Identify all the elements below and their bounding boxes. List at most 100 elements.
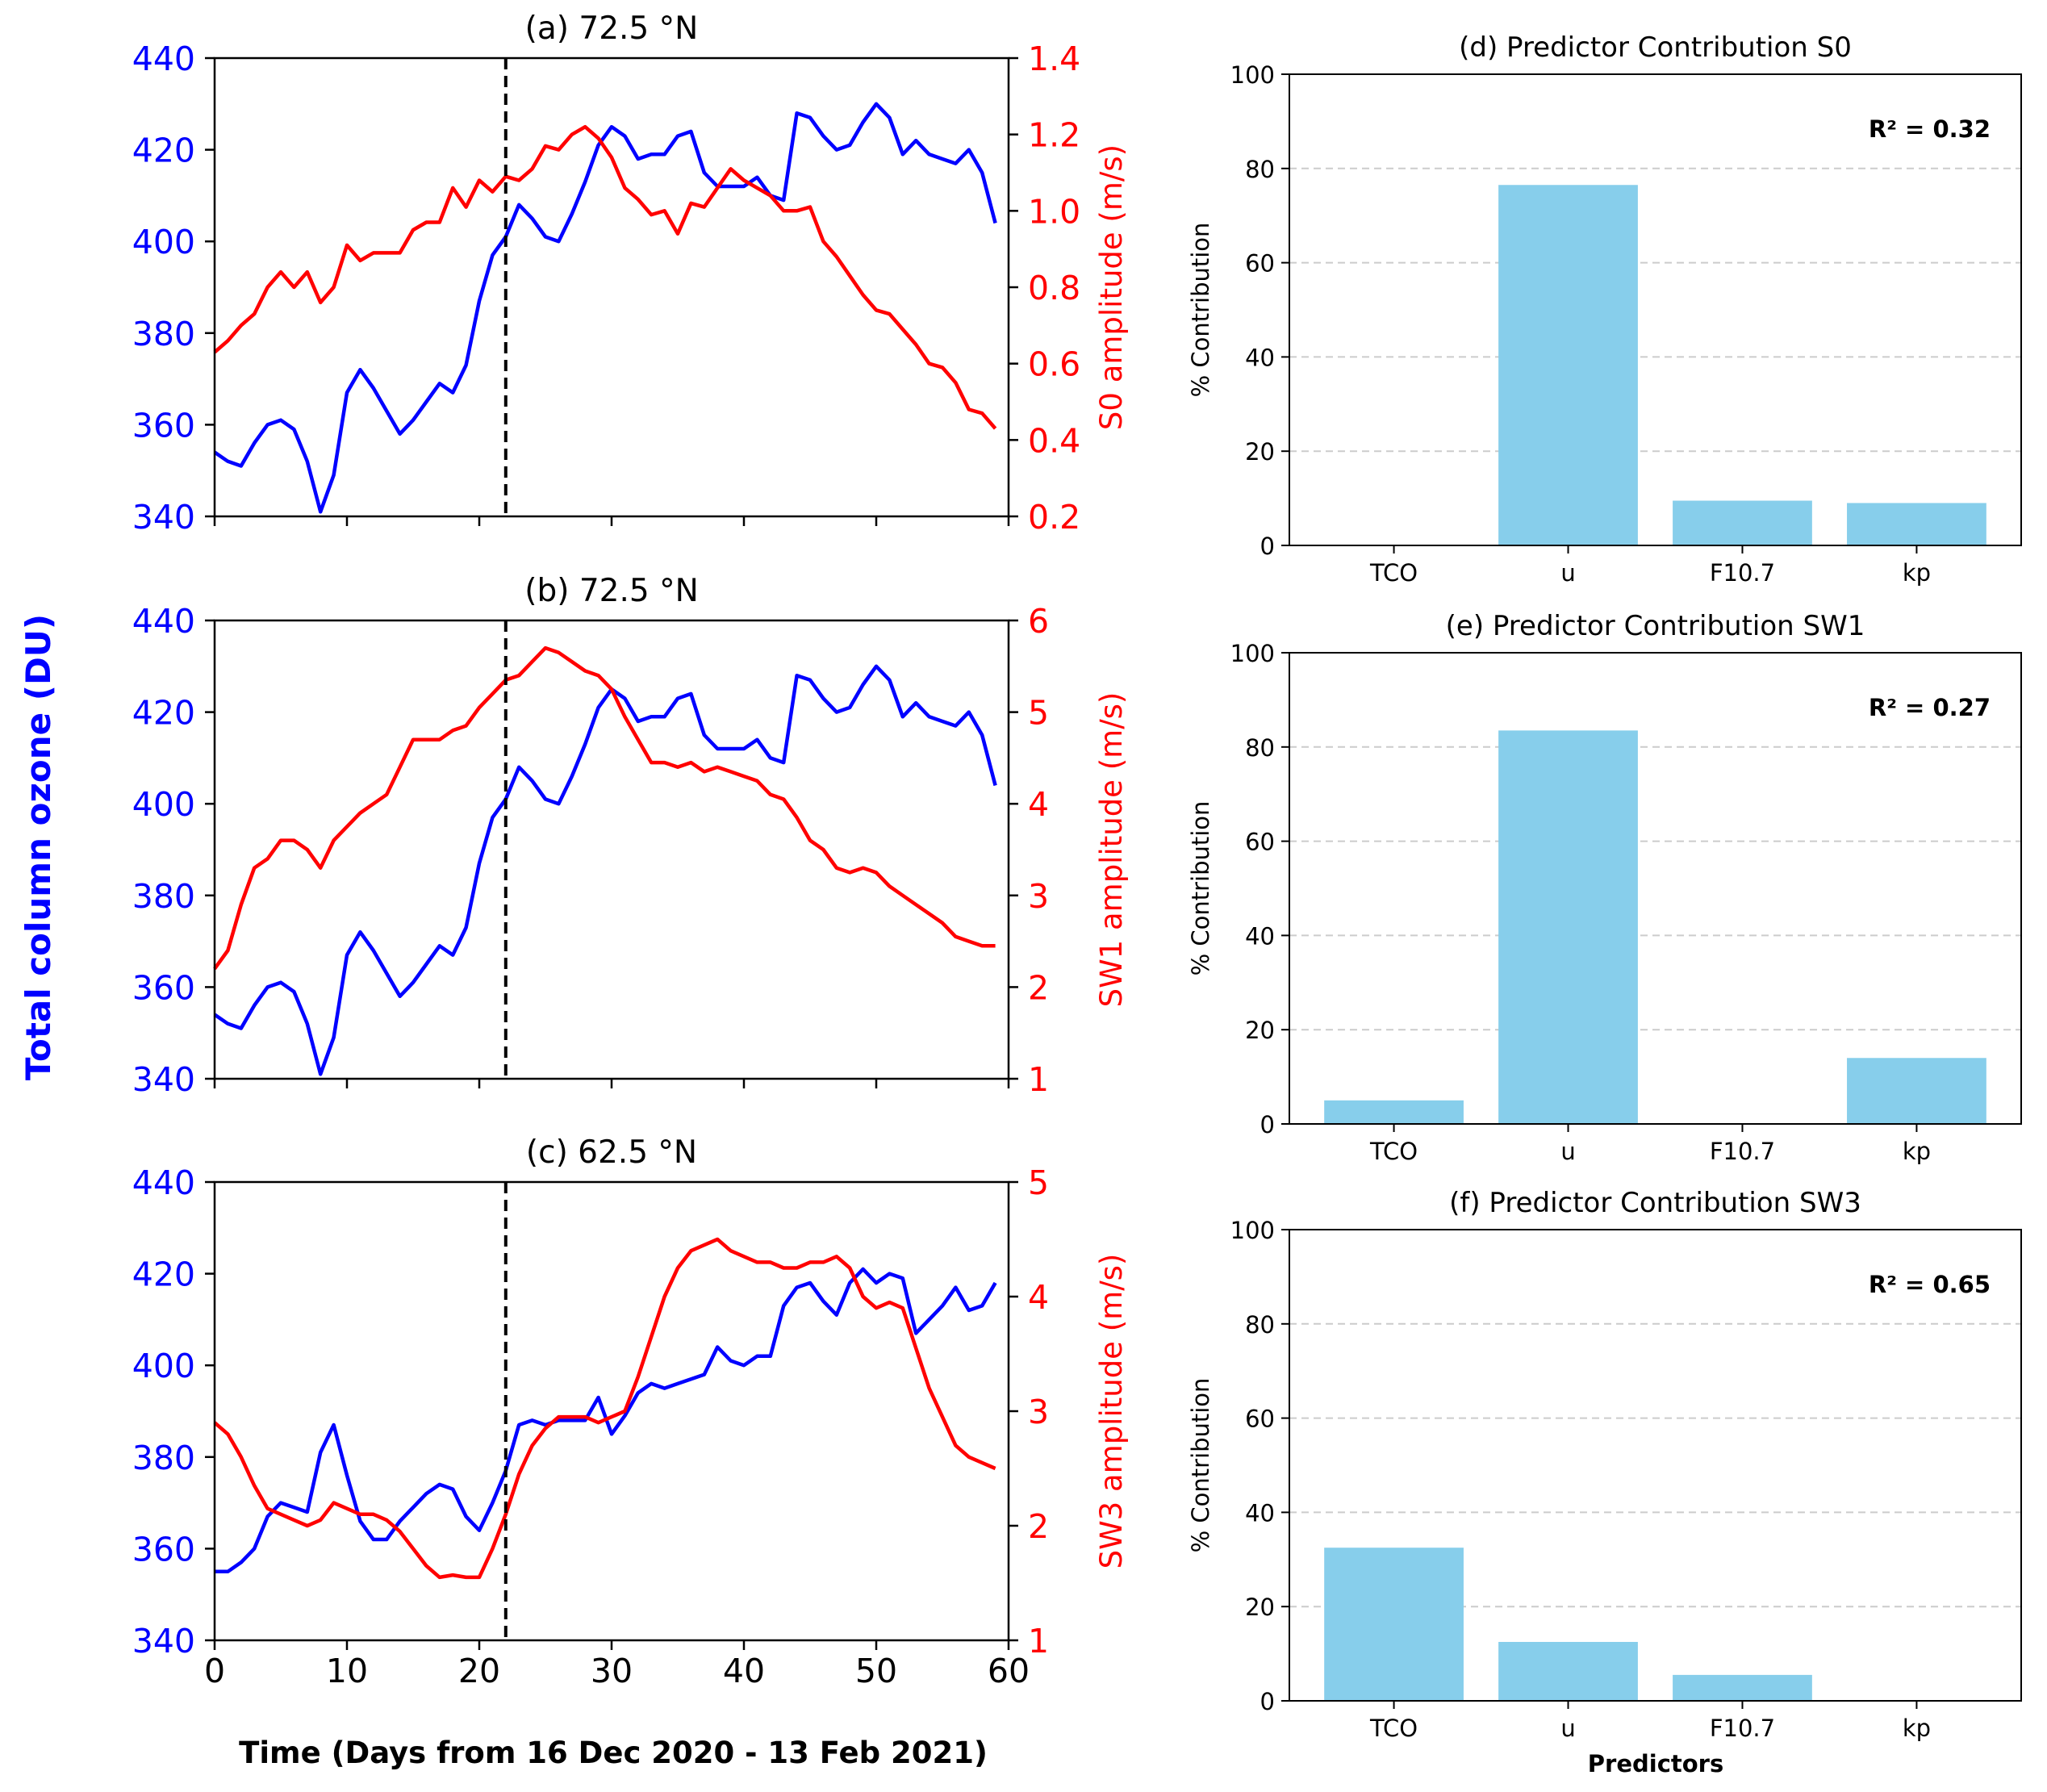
plot-frame <box>1289 73 2022 546</box>
panel-f-bar-chart: (f) Predictor Contribution SW3 TCO u F10.7 k… <box>1187 1187 2022 1742</box>
bar-tco <box>1324 1100 1464 1124</box>
left-y-tick-label: 420 <box>132 1255 195 1294</box>
plot-frame <box>1289 1229 2022 1702</box>
panel-d-bar-chart: (d) Predictor Contribution S0 TCO u F10.7 kp… <box>1187 31 2022 587</box>
bar-kp <box>1847 1058 1986 1124</box>
left-y-tick-label: 340 <box>132 498 195 537</box>
right-y-tick-label: 0.4 <box>1028 421 1080 460</box>
left-y-tick-label: 380 <box>132 315 195 353</box>
panel-title: (e) Predictor Contribution SW1 <box>1446 610 1865 642</box>
y-axis-label: % Contribution <box>1187 801 1214 976</box>
x-tick-label: 40 <box>723 1652 765 1690</box>
y-tick-label: 0 <box>1260 1111 1275 1138</box>
bar-u <box>1498 1642 1638 1701</box>
left-y-tick-label: 400 <box>132 785 195 824</box>
left-y-tick-label: 420 <box>132 694 195 733</box>
right-y-tick-label: 6 <box>1028 602 1049 641</box>
right-y-tick-label: 1.2 <box>1028 116 1080 155</box>
r-squared-annotation: R² = 0.27 <box>1869 694 1991 721</box>
panel-title: (c) 62.5 °N <box>526 1134 697 1171</box>
shared-bar-xlabel: Predictors <box>1588 1750 1723 1777</box>
y-axis-label: % Contribution <box>1187 223 1214 398</box>
r-squared-annotation: R² = 0.65 <box>1869 1271 1991 1298</box>
panel-title: (f) Predictor Contribution SW3 <box>1449 1187 1861 1219</box>
x-tick-label: kp <box>1903 1138 1931 1165</box>
amplitude-series-line <box>213 124 997 430</box>
y-tick-label: 40 <box>1245 1499 1275 1527</box>
x-tick-label: kp <box>1903 559 1931 587</box>
right-y-tick-label: 2 <box>1028 1507 1049 1546</box>
panel-c-line-chart: (c) 62.5 °N 0 10 20 30 40 50 60 340 360 380 400 420 4… <box>132 1134 1129 1690</box>
y-tick-label: 0 <box>1260 533 1275 560</box>
tco-series-line <box>213 664 997 1076</box>
x-tick-label: kp <box>1903 1715 1931 1742</box>
panel-e-bar-chart: (e) Predictor Contribution SW1 TCO u F10.7 k… <box>1187 610 2022 1165</box>
right-y-axis-label: S0 amplitude (m/s) <box>1094 144 1129 430</box>
right-y-tick-label: 5 <box>1028 694 1049 733</box>
y-tick-label: 20 <box>1245 1017 1275 1044</box>
panel-title: (b) 72.5 °N <box>524 573 699 609</box>
plot-frame <box>1289 652 2022 1125</box>
left-y-tick-label: 440 <box>132 1163 195 1202</box>
left-y-tick-label: 400 <box>132 1347 195 1385</box>
right-y-tick-label: 1.0 <box>1028 192 1080 231</box>
left-y-tick-label: 340 <box>132 1060 195 1099</box>
right-y-tick-label: 4 <box>1028 1278 1049 1317</box>
x-tick-label: 60 <box>988 1652 1030 1690</box>
right-y-tick-label: 3 <box>1028 877 1049 916</box>
x-tick-label: u <box>1560 559 1575 587</box>
x-tick-label: F10.7 <box>1710 559 1775 587</box>
right-y-tick-label: 0.8 <box>1028 269 1080 307</box>
bar-tco <box>1324 1548 1464 1701</box>
right-y-tick-label: 1 <box>1028 1622 1049 1660</box>
y-tick-label: 80 <box>1245 1311 1275 1339</box>
y-tick-label: 40 <box>1245 344 1275 371</box>
right-y-axis-label: SW3 amplitude (m/s) <box>1094 1254 1129 1569</box>
left-y-tick-label: 380 <box>132 1439 195 1477</box>
left-y-tick-label: 360 <box>132 406 195 445</box>
panel-b-line-chart: (b) 72.5 °N 340 360 380 400 420 440 1 2 3 4 5 6 SW1 a… <box>132 573 1129 1099</box>
bar-kp <box>1847 503 1986 545</box>
right-y-tick-label: 4 <box>1028 785 1049 824</box>
right-y-tick-label: 0.6 <box>1028 345 1080 384</box>
x-tick-label: TCO <box>1369 1715 1418 1742</box>
shared-xlabel: Time (Days from 16 Dec 2020 - 13 Feb 202… <box>239 1736 988 1770</box>
right-y-tick-label: 5 <box>1028 1163 1049 1202</box>
panel-title: (d) Predictor Contribution S0 <box>1459 31 1852 64</box>
right-y-tick-label: 1.4 <box>1028 40 1080 78</box>
y-tick-label: 100 <box>1230 640 1275 667</box>
y-tick-label: 60 <box>1245 250 1275 278</box>
tco-series-line <box>215 1267 997 1574</box>
amplitude-series-line <box>213 645 996 971</box>
x-tick-label: 10 <box>326 1652 368 1690</box>
x-tick-label: F10.7 <box>1710 1138 1775 1165</box>
panel-a-line-chart: (a) 72.5 °N 340 360 380 400 420 440 0.2 0.4 0.6 0.… <box>132 10 1129 537</box>
x-tick-label: 30 <box>591 1652 633 1690</box>
y-tick-label: 100 <box>1230 61 1275 89</box>
bar-u <box>1498 185 1638 546</box>
x-tick-label: u <box>1560 1715 1575 1742</box>
y-tick-label: 80 <box>1245 156 1275 183</box>
left-y-tick-label: 400 <box>132 223 195 261</box>
bar-f107 <box>1673 1674 1812 1701</box>
y-tick-label: 40 <box>1245 922 1275 950</box>
right-y-tick-label: 1 <box>1028 1060 1049 1099</box>
bar-f107 <box>1673 500 1812 545</box>
right-y-tick-label: 2 <box>1028 968 1049 1007</box>
panel-title: (a) 72.5 °N <box>525 10 699 47</box>
right-y-axis-label: SW1 amplitude (m/s) <box>1094 692 1129 1008</box>
x-tick-label: TCO <box>1369 559 1418 587</box>
x-tick-label: u <box>1560 1138 1575 1165</box>
left-y-tick-label: 440 <box>132 40 195 78</box>
right-y-tick-label: 3 <box>1028 1393 1049 1431</box>
x-tick-label: F10.7 <box>1710 1715 1775 1742</box>
x-tick-label: 20 <box>458 1652 500 1690</box>
r-squared-annotation: R² = 0.32 <box>1869 115 1991 143</box>
y-axis-label: % Contribution <box>1187 1378 1214 1553</box>
y-tick-label: 20 <box>1245 438 1275 466</box>
x-tick-label: 0 <box>204 1652 225 1690</box>
y-tick-label: 100 <box>1230 1217 1275 1244</box>
left-y-tick-label: 340 <box>132 1622 195 1660</box>
